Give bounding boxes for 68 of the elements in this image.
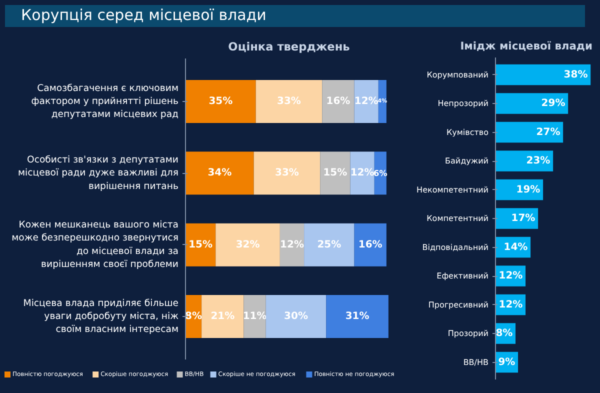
data-label: 34% (208, 168, 232, 179)
data-label: 8% (496, 328, 513, 339)
data-label: 27% (536, 126, 560, 138)
data-label: 30% (284, 311, 308, 322)
bar (354, 223, 386, 266)
y-tick-label: Місцева влада приділяє більше уваги добробуту міста, ніж своїм власним інтересам (23, 298, 180, 336)
data-label: 17% (511, 213, 536, 224)
y-tick-label: Корумпований (426, 70, 489, 80)
data-label: 12% (498, 299, 523, 310)
chart-title: Корупція серед місцевої влади (21, 5, 266, 26)
chart-subtitle: Оцінка тверджень (228, 40, 350, 54)
data-label: 12% (350, 168, 374, 179)
data-label: 31% (345, 311, 370, 322)
data-label: 12% (354, 96, 378, 107)
bar (244, 295, 266, 338)
bar (322, 80, 354, 123)
y-tick-label: Особисті зв'язки з депутатами місцевої ради дуже важливі для вирішення питань (18, 154, 179, 192)
bar (280, 223, 304, 266)
bar (304, 223, 354, 266)
data-label: 38% (564, 69, 588, 80)
data-label: 33% (275, 168, 299, 179)
data-label: 16% (358, 239, 382, 250)
data-label: 29% (541, 98, 566, 109)
data-label: 21% (210, 311, 235, 322)
data-label: 35% (208, 96, 233, 107)
data-label: 32% (236, 239, 260, 250)
data-label: 11% (242, 311, 267, 322)
bar (496, 93, 568, 114)
y-tick-label: ВВ/НВ (463, 358, 489, 367)
y-tick-label: Компетентний (426, 214, 489, 223)
bar (354, 80, 378, 123)
bar (186, 223, 216, 266)
y-tick-label: Кумівство (446, 128, 489, 137)
bar (266, 295, 326, 338)
chart-title: Імідж місцевої влади (460, 40, 593, 52)
data-label: 25% (317, 239, 342, 250)
y-tick-label: Відповідальний (422, 242, 489, 252)
bar (216, 223, 280, 266)
y-tick-label: Ефективний (436, 272, 489, 280)
bar (496, 64, 591, 86)
data-label: 12% (280, 239, 304, 250)
y-tick-label: Некомпетентний (416, 185, 488, 194)
bar (350, 152, 374, 195)
bar (256, 80, 322, 123)
data-label: 9% (498, 356, 516, 368)
data-label: 23% (526, 156, 550, 166)
y-tick-label: Непрозорий (438, 99, 488, 108)
y-tick-label: Самозбагачення є ключовим фактором у прийнятті рішень депутатами місцевих рад (31, 82, 179, 120)
y-tick-label: Байдужий (445, 156, 489, 166)
data-label: 19% (516, 184, 540, 196)
bar (496, 122, 564, 143)
bar (186, 152, 254, 195)
bar (202, 295, 244, 338)
bar (254, 152, 320, 195)
bar (496, 150, 554, 172)
y-tick-label: Прогресивний (428, 300, 489, 310)
data-label: 33% (277, 96, 301, 107)
data-label: 14% (504, 242, 528, 253)
data-label: 15% (188, 239, 213, 250)
data-label: 12% (498, 270, 523, 282)
bar (378, 80, 386, 123)
y-tick-label: Кожен мешканець вашого міста може безперешкодно звернутися до місцевої влади за вирішенням своєї проблеми (12, 220, 179, 270)
bar (320, 152, 350, 195)
bar (186, 80, 256, 123)
bar (326, 295, 388, 338)
data-label: 15% (323, 168, 348, 179)
y-tick-label: Прозорий (448, 329, 489, 338)
data-label: 16% (326, 96, 350, 107)
